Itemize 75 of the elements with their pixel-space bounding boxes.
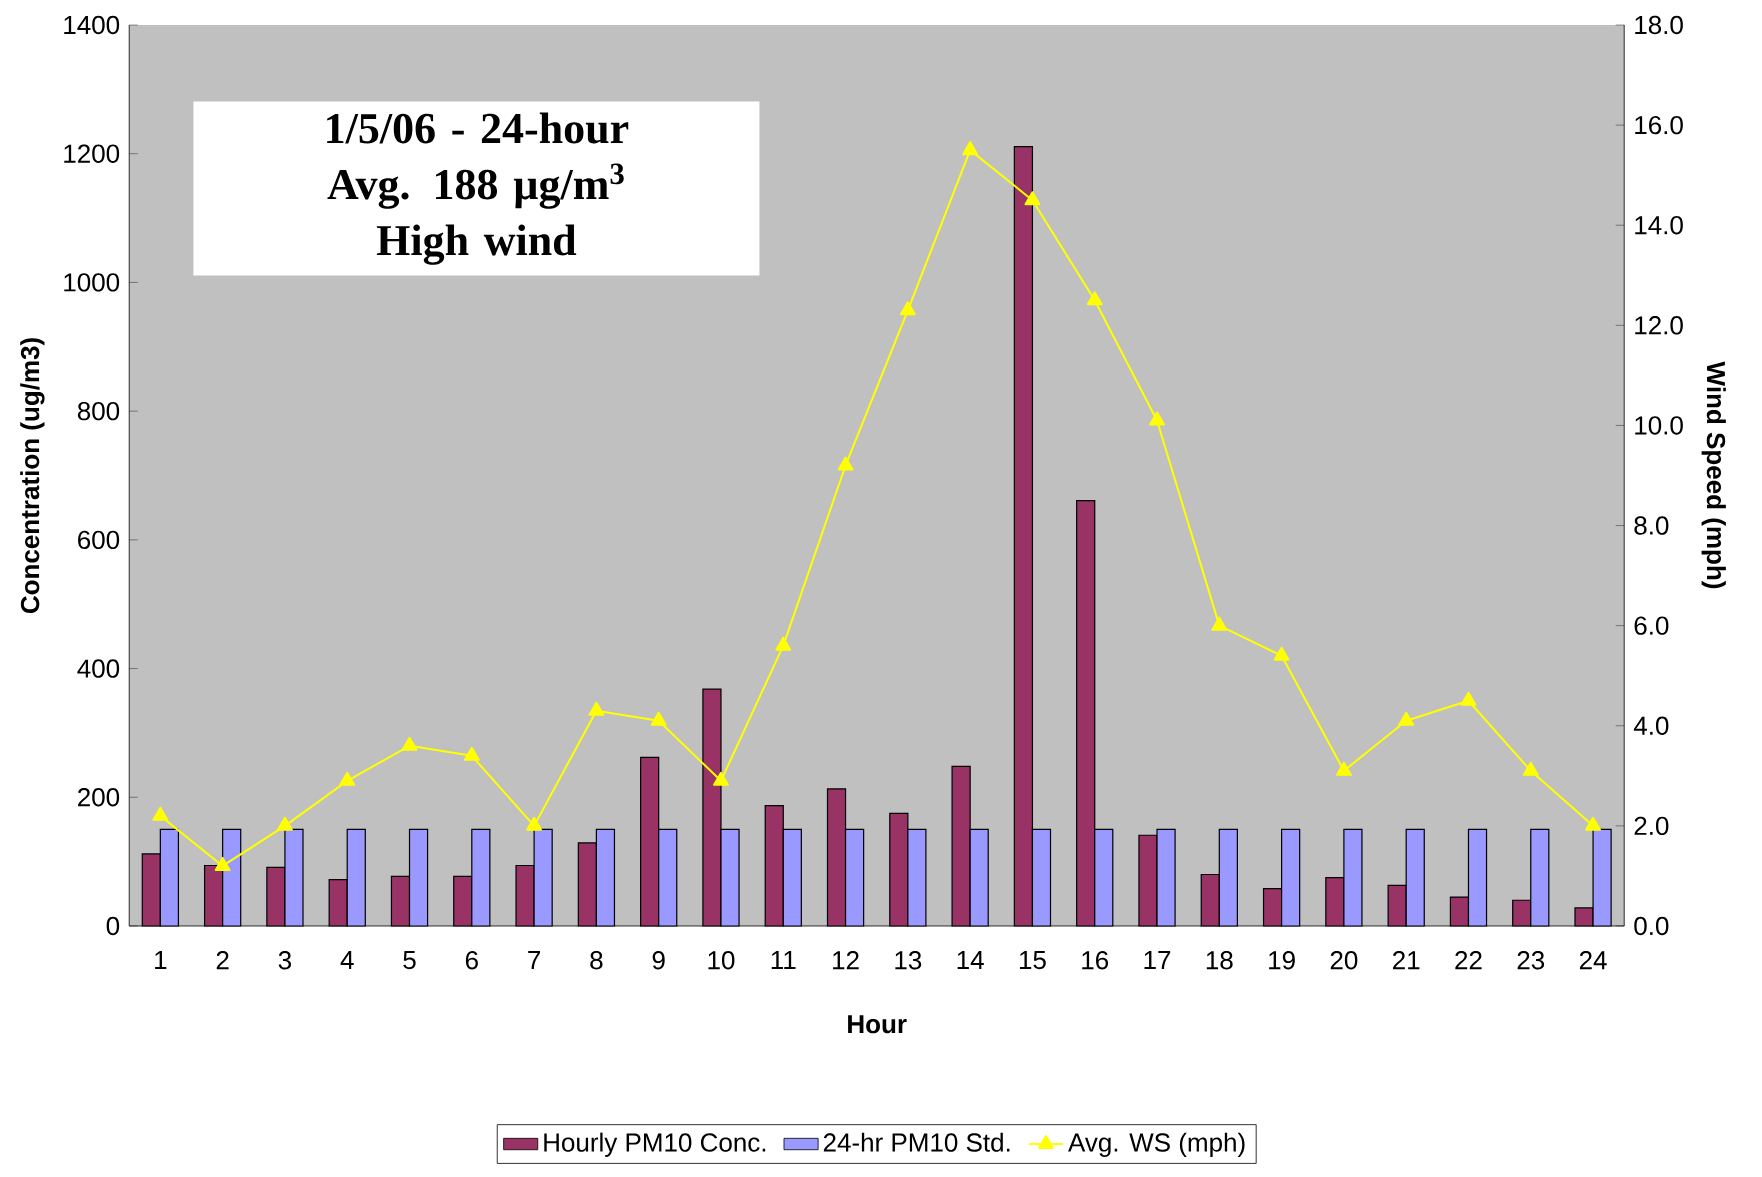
x-tick-label: 9: [652, 951, 665, 970]
point: [1149, 411, 1165, 426]
point: [463, 746, 480, 761]
x-tick-label: 8: [590, 951, 603, 970]
y2-tick-label: 18.0: [1635, 15, 1683, 35]
x-tick-label: 1: [155, 951, 167, 969]
x-tick-label: 14: [957, 951, 984, 969]
x-tick-label: 10: [708, 951, 735, 970]
x-tick-label: 21: [1393, 951, 1420, 970]
y2-tick-label: 4.0: [1633, 716, 1669, 735]
point: [588, 701, 605, 716]
x-tick-label: 5: [403, 951, 416, 970]
point: [1335, 761, 1352, 776]
x-axis-title: Hour: [848, 1015, 907, 1034]
point: [152, 806, 169, 821]
point: [713, 771, 729, 786]
point: [650, 711, 667, 726]
y-tick-label: 200: [78, 788, 120, 807]
point: [401, 736, 418, 751]
point: [1522, 761, 1539, 776]
point: [1086, 291, 1103, 306]
annotation: 1/5/06 - 24-hour: [327, 112, 629, 144]
point: [1273, 646, 1290, 661]
point: [1211, 616, 1228, 631]
x-tick-label: 13: [895, 951, 922, 970]
point: [526, 816, 543, 831]
point: [1024, 191, 1041, 206]
y2-tick-label: 6.0: [1634, 616, 1669, 635]
y-tick-label: 400: [77, 659, 120, 678]
point: [214, 856, 231, 871]
y2-tick-label: 0.0: [1634, 916, 1669, 936]
x-tick-label: 2: [216, 951, 229, 970]
x-tick-label: 11: [771, 951, 796, 969]
x-tick-label: 7: [528, 951, 541, 969]
y2-tick-label: 16.0: [1635, 115, 1683, 135]
point: [962, 141, 979, 156]
point: [1585, 816, 1601, 831]
y2-tick-label: 8.0: [1634, 516, 1669, 535]
x-tick-label: 6: [465, 951, 478, 970]
x-tick-label: 24: [1579, 951, 1607, 970]
x-tick-label: 20: [1330, 951, 1358, 970]
x-tick-label: 19: [1269, 951, 1295, 970]
x-tick-label: 18: [1206, 951, 1233, 970]
y2-axis-title: Wind Speed (mph): [1701, 361, 1726, 589]
point: [837, 456, 854, 471]
annotation: Avg. 188 µg/m$^{3}$: [327, 163, 624, 209]
y-tick-label: 600: [78, 530, 120, 550]
point: [1398, 711, 1415, 726]
x-tick-label: 16: [1082, 951, 1109, 970]
y2-tick-label: 14.0: [1635, 216, 1683, 235]
x-tick-label: 17: [1144, 951, 1171, 969]
x-tick-label: 22: [1455, 951, 1482, 970]
y-tick-label: 1400: [64, 15, 120, 35]
y2-tick-label: 10.0: [1635, 416, 1683, 435]
x-tick-label: 23: [1517, 951, 1545, 970]
y2-tick-label: 2.0: [1634, 816, 1669, 836]
y-tick-label: 0: [106, 916, 120, 936]
x-tick-label: 3: [278, 951, 292, 970]
y-axis-title: Concentration (ug/m3): [20, 338, 45, 614]
y-tick-label: 1200: [64, 144, 120, 163]
legend-label: Avg. WS (mph): [1068, 1132, 1245, 1157]
y-tick-label: 800: [77, 401, 120, 421]
x-tick-label: 12: [833, 951, 859, 970]
legend-label: Hourly PM10 Conc.: [544, 1132, 766, 1157]
y-tick-label: 1000: [64, 273, 120, 292]
point: [339, 771, 356, 786]
point: [899, 301, 916, 316]
point: [775, 636, 792, 651]
y2-tick-label: 12.0: [1635, 316, 1683, 335]
annotation: High wind: [376, 224, 577, 265]
x-tick-label: 15: [1019, 951, 1046, 970]
point: [1460, 691, 1477, 706]
point: [277, 816, 293, 831]
x-tick-label: 4: [340, 951, 354, 969]
legend-label: 24-hr PM10 Std.: [823, 1132, 1010, 1152]
